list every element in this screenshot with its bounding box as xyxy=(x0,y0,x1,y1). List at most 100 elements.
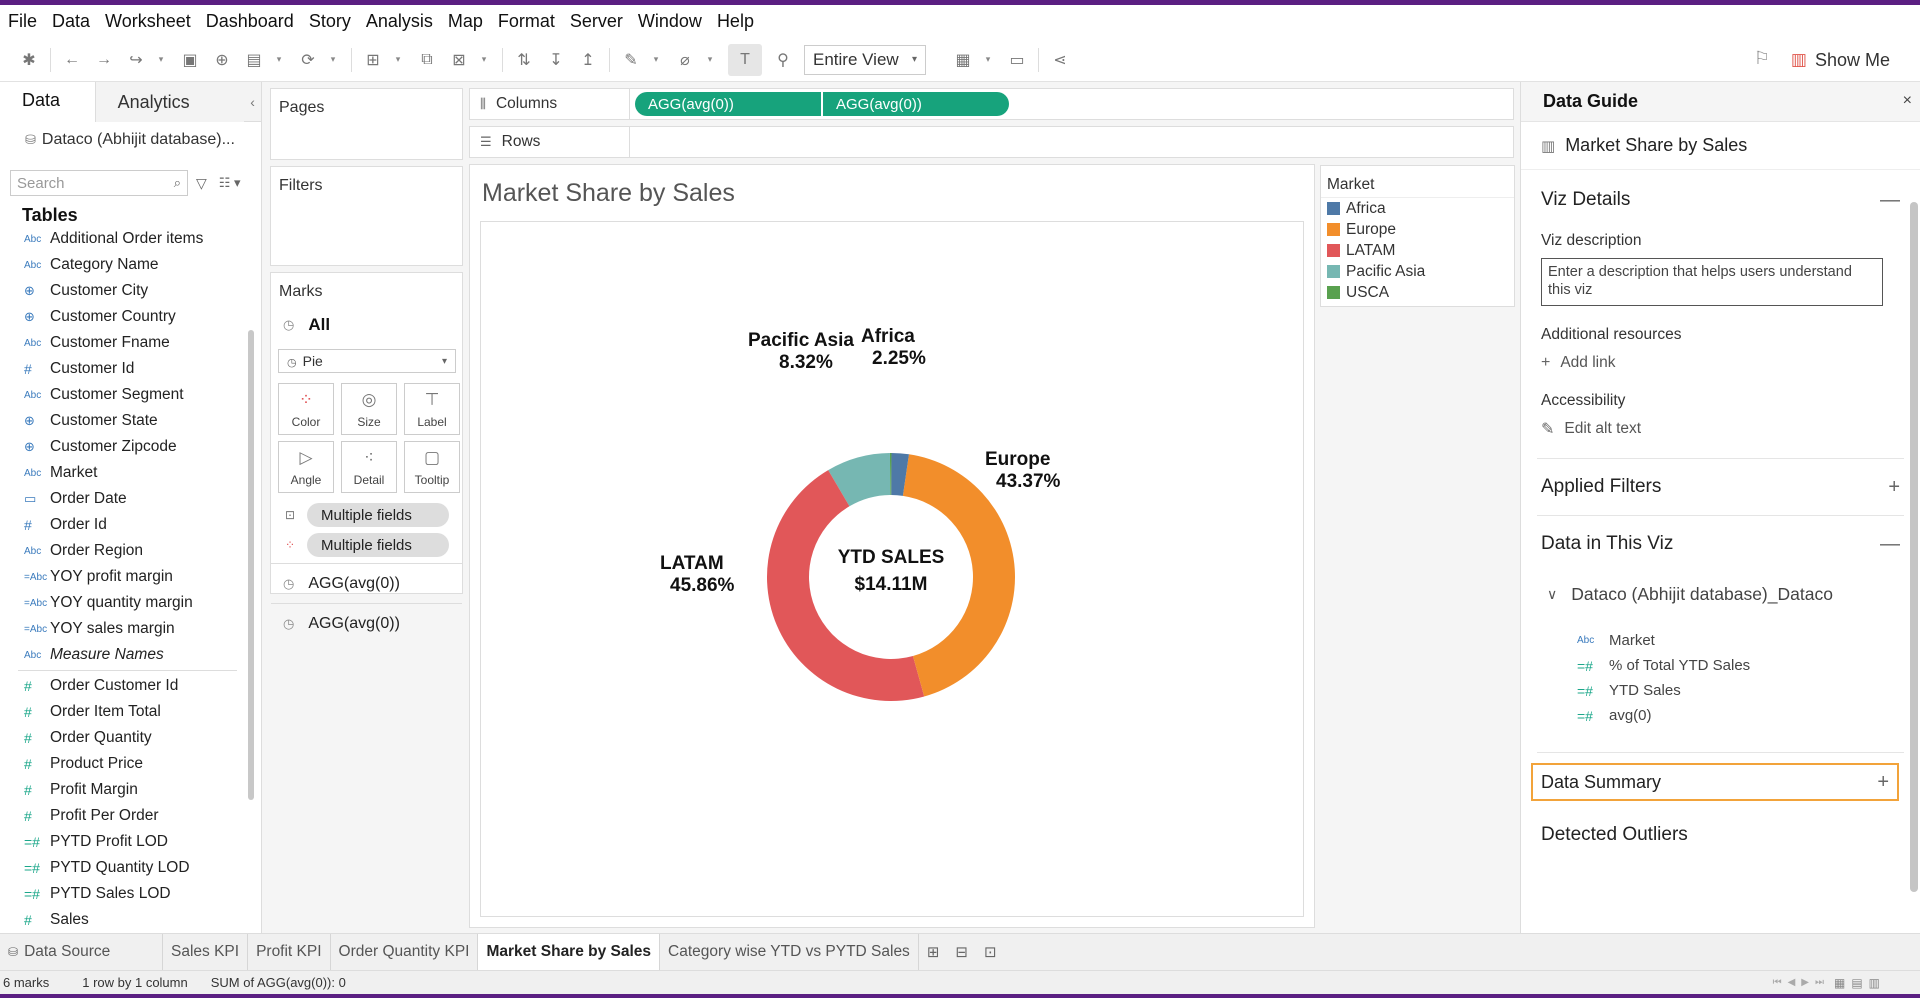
fix-axes-icon[interactable]: ⚲ xyxy=(777,51,789,69)
field-item[interactable]: Abc Customer Segment xyxy=(0,382,245,408)
swap-icon[interactable]: ⇅ xyxy=(517,51,531,69)
donut-slice-latam[interactable] xyxy=(766,470,925,701)
menu-map[interactable]: Map xyxy=(447,11,483,31)
search-input[interactable]: Search ⌕ xyxy=(10,170,188,196)
menu-worksheet[interactable]: Worksheet xyxy=(105,11,191,31)
field-item[interactable]: # Customer Id xyxy=(0,356,245,382)
donut-slice-europe[interactable] xyxy=(902,454,1015,697)
field-item[interactable]: ⊕ Customer Zipcode xyxy=(0,434,245,460)
label-button[interactable]: ⊤ Label xyxy=(404,383,460,435)
donut-slice-africa[interactable] xyxy=(891,453,909,496)
marks-all-row[interactable]: ◷ All xyxy=(271,301,462,335)
show-mark-labels-icon[interactable]: T xyxy=(728,43,762,76)
highlight-icon[interactable]: ✎ xyxy=(624,51,638,69)
field-item[interactable]: ⊕ Customer City xyxy=(0,278,245,304)
field-item[interactable]: Abc Market xyxy=(0,460,245,486)
field-item[interactable]: =# PYTD Sales LOD xyxy=(0,881,245,907)
field-item[interactable]: =Abc YOY quantity margin xyxy=(0,590,245,616)
agg-row-2[interactable]: ◷ AGG(avg(0)) xyxy=(271,603,462,643)
field-item[interactable]: Abc Order Region xyxy=(0,538,245,564)
menu-file[interactable]: File xyxy=(8,11,38,31)
field-item[interactable]: ⊕ Customer Country xyxy=(0,304,245,330)
color-button[interactable]: ⁘ Color xyxy=(278,383,334,435)
guide-field-item[interactable]: =# % of Total YTD Sales xyxy=(1521,653,1920,678)
menu-analysis[interactable]: Analysis xyxy=(365,11,433,31)
collapse-pane-icon[interactable]: ‹ xyxy=(244,82,261,121)
sheet-tab-market-share-by-sales[interactable]: Market Share by Sales xyxy=(478,934,661,970)
collapse-icon[interactable]: — xyxy=(1880,532,1900,555)
column-pill-1[interactable]: AGG(avg(0)) xyxy=(635,92,821,116)
data-pane-scrollbar[interactable] xyxy=(248,330,254,800)
sort-ascending-icon[interactable]: ↧ xyxy=(549,51,563,69)
show-me-button[interactable]: ▥ Show Me xyxy=(1791,38,1890,82)
replay-caret-icon[interactable]: ▾ xyxy=(158,54,164,64)
field-item[interactable]: # Order Item Total xyxy=(0,699,245,725)
pause-updates-icon[interactable]: ▤ xyxy=(246,51,262,69)
tab-data-source[interactable]: ⛁ Data Source xyxy=(0,934,163,970)
presentation-mode-icon[interactable]: ▭ xyxy=(1009,51,1025,69)
expand-icon[interactable]: + xyxy=(1877,770,1889,793)
rows-shelf[interactable]: ☰ Rows xyxy=(469,126,1514,158)
menu-dashboard[interactable]: Dashboard xyxy=(205,11,294,31)
legend-item-latam[interactable]: LATAM xyxy=(1321,240,1514,261)
clear-sheet-icon[interactable]: ⊠ xyxy=(452,51,466,69)
guide-field-item[interactable]: =# YTD Sales xyxy=(1521,678,1920,703)
share-icon[interactable]: ⋖ xyxy=(1053,51,1067,69)
legend-item-pacific-asia[interactable]: Pacific Asia xyxy=(1321,261,1514,282)
tab-analytics[interactable]: Analytics xyxy=(94,82,245,122)
guide-field-item[interactable]: Abc Market xyxy=(1521,628,1920,653)
edit-alt-text-button[interactable]: ✎ Edit alt text xyxy=(1521,414,1920,444)
menu-window[interactable]: Window xyxy=(637,11,702,31)
field-item[interactable]: =# PYTD Profit LOD xyxy=(0,829,245,855)
field-item[interactable]: # Profit Margin xyxy=(0,777,245,803)
data-summary-section[interactable]: Data Summary + xyxy=(1531,763,1899,801)
redo-icon[interactable]: → xyxy=(96,50,112,68)
data-in-viz-section[interactable]: Data in This Viz — xyxy=(1521,516,1920,572)
guide-field-item[interactable]: =# avg(0) xyxy=(1521,703,1920,728)
field-item[interactable]: Abc Measure Names xyxy=(0,642,245,668)
save-icon[interactable]: ▣ xyxy=(182,51,198,69)
menu-story[interactable]: Story xyxy=(308,11,351,31)
pause-caret-icon[interactable]: ▾ xyxy=(276,54,282,64)
agg-row-1[interactable]: ◷ AGG(avg(0)) xyxy=(271,563,462,603)
viz-details-section[interactable]: Viz Details — xyxy=(1521,172,1920,228)
field-item[interactable]: ▭ Order Date xyxy=(0,486,245,512)
size-button[interactable]: ◎ Size xyxy=(341,383,397,435)
duplicate-icon[interactable]: ⧉ xyxy=(421,50,433,68)
menu-format[interactable]: Format xyxy=(497,11,555,31)
show-cards-caret-icon[interactable]: ▾ xyxy=(985,54,991,64)
close-icon[interactable]: × xyxy=(1902,92,1912,109)
sheet-nav-icons[interactable]: ⏮◀▶⏭ xyxy=(1772,977,1830,988)
refresh-caret-icon[interactable]: ▾ xyxy=(330,54,336,64)
field-item[interactable]: =Abc YOY sales margin xyxy=(0,616,245,642)
new-dashboard-tab-icon[interactable]: ⊟ xyxy=(955,944,968,961)
field-item[interactable]: =Abc YOY profit margin xyxy=(0,564,245,590)
clear-caret-icon[interactable]: ▾ xyxy=(481,54,487,64)
menu-server[interactable]: Server xyxy=(569,11,623,31)
column-pill-2[interactable]: AGG(avg(0)) xyxy=(823,92,1009,116)
field-item[interactable]: # Sales xyxy=(0,907,245,933)
detail-button[interactable]: ⁖ Detail xyxy=(341,441,397,493)
filter-icon[interactable]: ▽ xyxy=(196,174,207,191)
legend-item-europe[interactable]: Europe xyxy=(1321,219,1514,240)
add-link-button[interactable]: + Add link xyxy=(1521,348,1920,378)
sheet-tab-order-quantity-kpi[interactable]: Order Quantity KPI xyxy=(331,934,479,970)
field-item[interactable]: # Profit Per Order xyxy=(0,803,245,829)
menu-data[interactable]: Data xyxy=(52,11,91,31)
tooltip-pin-icon[interactable]: ⚐ xyxy=(1753,48,1770,68)
guide-scrollbar[interactable] xyxy=(1910,202,1918,892)
tab-data[interactable]: Data xyxy=(0,82,95,122)
tableau-logo-icon[interactable]: ✱ xyxy=(22,51,36,69)
undo-icon[interactable]: ← xyxy=(64,50,80,68)
expand-icon[interactable]: + xyxy=(1888,475,1900,498)
datasource-item[interactable]: ⛁ Dataco (Abhijit database)... xyxy=(0,122,261,158)
multiple-fields-color-pill[interactable]: Multiple fields xyxy=(307,533,449,557)
field-item[interactable]: =# PYTD Quantity LOD xyxy=(0,855,245,881)
mark-type-select[interactable]: ◷ Pie ▾ xyxy=(278,349,456,373)
new-story-tab-icon[interactable]: ⊡ xyxy=(983,944,997,961)
filters-card[interactable]: Filters xyxy=(270,166,463,266)
group-caret-icon[interactable]: ▾ xyxy=(707,54,713,64)
fit-view-select[interactable]: Entire View ▾ xyxy=(804,44,926,75)
view-grid-icons[interactable]: ▦▤▥ xyxy=(1833,975,1886,990)
angle-button[interactable]: ▷ Angle xyxy=(278,441,334,493)
